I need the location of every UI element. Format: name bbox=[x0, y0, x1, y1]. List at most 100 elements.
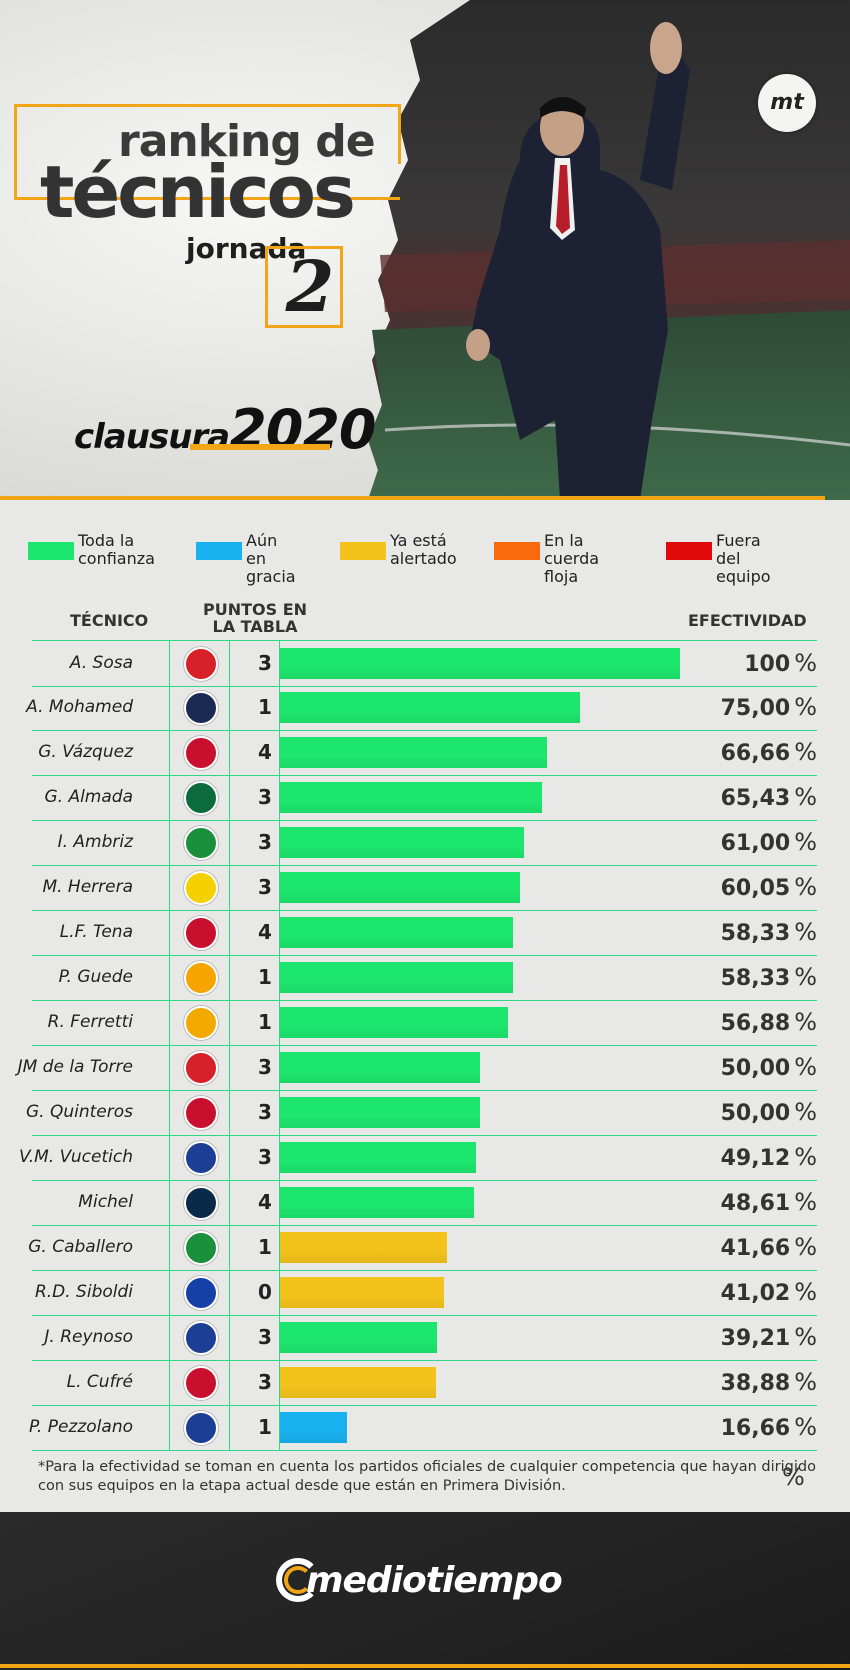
points-value: 1 bbox=[258, 1010, 272, 1034]
coach-name: JM de la Torre bbox=[17, 1057, 133, 1077]
percent-sign: % bbox=[794, 1323, 817, 1351]
title-line-2: técnicos bbox=[40, 150, 356, 234]
effectiveness-bar bbox=[280, 827, 524, 858]
effectiveness-value: 48,61 bbox=[720, 1191, 791, 1216]
ranking-row: A. Sosa 3 100% bbox=[32, 640, 817, 687]
brand-name: mediotiempo bbox=[306, 1560, 563, 1601]
ranking-row: M. Herrera 3 60,05% bbox=[32, 865, 817, 911]
puebla-crest bbox=[184, 1321, 218, 1355]
effectiveness-bar bbox=[280, 1322, 437, 1353]
effectiveness-bar bbox=[280, 1187, 475, 1218]
effectiveness-label: 56,88% bbox=[677, 1000, 817, 1045]
leon-crest bbox=[184, 826, 218, 860]
percent-sign: % bbox=[794, 1008, 817, 1036]
footer-orange-line bbox=[0, 1664, 850, 1668]
percent-sign: % bbox=[794, 1368, 817, 1396]
tigres-crest bbox=[184, 1006, 218, 1040]
coach-name: L. Cufré bbox=[66, 1372, 133, 1392]
percent-sign: % bbox=[794, 1143, 817, 1171]
legend-swatch bbox=[28, 542, 74, 560]
jornada-box bbox=[265, 246, 343, 328]
effectiveness-value: 41,02 bbox=[720, 1281, 791, 1306]
coach-name: G. Caballero bbox=[28, 1237, 133, 1257]
effectiveness-label: 58,33% bbox=[677, 955, 817, 1000]
mediotiempo-logo: mediotiempo bbox=[276, 1550, 586, 1616]
effectiveness-value: 100 bbox=[744, 652, 791, 677]
coach-name: A. Sosa bbox=[69, 653, 133, 673]
effectiveness-bar bbox=[280, 1412, 347, 1443]
tournament-underline bbox=[190, 444, 330, 450]
effectiveness-label: 16,66% bbox=[677, 1405, 817, 1450]
tournament-year: 2020 bbox=[229, 398, 376, 461]
legend-swatch bbox=[666, 542, 712, 560]
ranking-row: I. Ambriz 3 61,00% bbox=[32, 820, 817, 866]
percent-sign: % bbox=[794, 963, 817, 991]
ranking-row: R. Ferretti 1 56,88% bbox=[32, 1000, 817, 1046]
coach-name: Michel bbox=[78, 1192, 133, 1212]
coach-name: R. Ferretti bbox=[47, 1012, 133, 1032]
orange-divider bbox=[0, 496, 825, 500]
ranking-row: L. Cufré 3 38,88% bbox=[32, 1360, 817, 1406]
percent-sign: % bbox=[794, 649, 817, 677]
effectiveness-label: 66,66% bbox=[677, 730, 817, 775]
effectiveness-value: 58,33 bbox=[720, 921, 791, 946]
percent-sign: % bbox=[794, 1278, 817, 1306]
coach-name: P. Guede bbox=[58, 967, 133, 987]
points-value: 4 bbox=[258, 1190, 272, 1214]
points-value: 3 bbox=[258, 785, 272, 809]
percent-sign: % bbox=[794, 1413, 817, 1441]
effectiveness-label: 49,12% bbox=[677, 1135, 817, 1180]
coach-name: I. Ambriz bbox=[57, 832, 133, 852]
effectiveness-value: 50,00 bbox=[720, 1056, 791, 1081]
cruz-azul-crest bbox=[184, 1276, 218, 1310]
points-value: 1 bbox=[258, 1415, 272, 1439]
chivas-crest bbox=[184, 916, 218, 950]
effectiveness-bar bbox=[280, 782, 542, 813]
effectiveness-label: 65,43% bbox=[677, 775, 817, 820]
ranking-row: G. Vázquez 4 66,66% bbox=[32, 730, 817, 776]
jornada-number: 2 bbox=[285, 245, 335, 328]
header-points: PUNTOS EN LA TABLA bbox=[202, 600, 308, 636]
effectiveness-value: 75,00 bbox=[720, 696, 791, 721]
effectiveness-bar bbox=[280, 917, 514, 948]
coach-name: V.M. Vucetich bbox=[19, 1147, 133, 1167]
ranking-row: J. Reynoso 3 39,21% bbox=[32, 1315, 817, 1361]
effectiveness-value: 58,33 bbox=[720, 966, 791, 991]
effectiveness-value: 41,66 bbox=[720, 1236, 791, 1261]
pumas-crest bbox=[184, 1186, 218, 1220]
effectiveness-label: 50,00% bbox=[677, 1090, 817, 1135]
effectiveness-label: 50,00% bbox=[677, 1045, 817, 1090]
ranking-row: L.F. Tena 4 58,33% bbox=[32, 910, 817, 956]
points-value: 1 bbox=[258, 1235, 272, 1259]
monterrey-crest bbox=[184, 691, 218, 725]
ranking-row: A. Mohamed 1 75,00% bbox=[26, 685, 817, 731]
points-value: 3 bbox=[258, 1370, 272, 1394]
legend-label: Ya está alertado bbox=[390, 531, 457, 568]
title-line-1: ranking de bbox=[118, 116, 376, 167]
percent-sign: % bbox=[794, 918, 817, 946]
tournament-name: clausura2020 bbox=[74, 398, 376, 461]
ranking-row: JM de la Torre 3 50,00% bbox=[18, 1045, 817, 1091]
ranking-row: G. Caballero 1 41,66% bbox=[28, 1225, 817, 1271]
percent-sign: % bbox=[794, 783, 817, 811]
effectiveness-bar bbox=[280, 737, 547, 768]
effectiveness-bar bbox=[280, 1052, 480, 1083]
effectiveness-label: 48,61% bbox=[677, 1180, 817, 1225]
effectiveness-label: 100% bbox=[677, 641, 817, 686]
title-bracket-right bbox=[398, 104, 401, 164]
effectiveness-bar bbox=[280, 1142, 477, 1173]
percent-sign: % bbox=[794, 693, 817, 721]
percent-sign: % bbox=[794, 1098, 817, 1126]
effectiveness-value: 61,00 bbox=[720, 831, 791, 856]
footnote: *Para la efectividad se toman en cuenta … bbox=[38, 1459, 816, 1494]
legend-label: En la cuerda floja bbox=[544, 531, 600, 586]
title-bracket bbox=[14, 104, 400, 200]
morelia-crest bbox=[184, 961, 218, 995]
ranking-row: P. Pezzolano 1 16,66% bbox=[29, 1405, 817, 1451]
legend-label: Aún en gracia bbox=[246, 531, 296, 586]
points-value: 0 bbox=[258, 1280, 272, 1304]
footnote-percent-sign: % bbox=[782, 1463, 805, 1491]
mt-logo-badge: mt bbox=[758, 74, 816, 132]
effectiveness-label: 41,02% bbox=[677, 1270, 817, 1315]
points-value: 3 bbox=[258, 1325, 272, 1349]
